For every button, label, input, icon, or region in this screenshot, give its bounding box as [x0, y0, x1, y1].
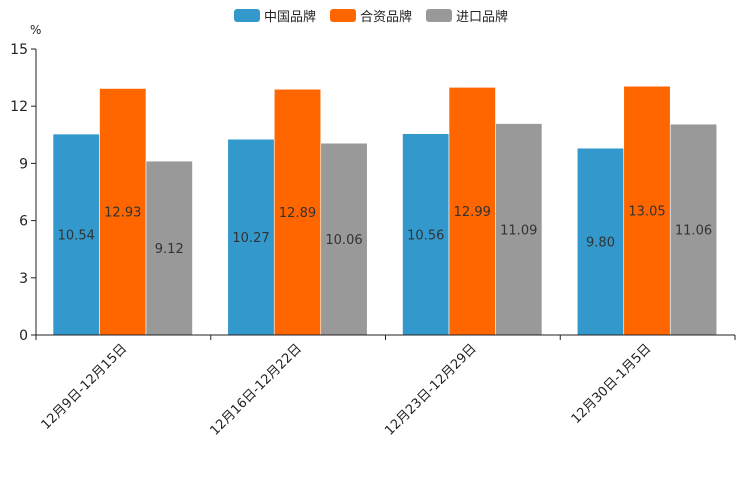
- bar-series1-cat2: [227, 138, 275, 336]
- data-label-series3-cat3: 11.09: [500, 223, 537, 238]
- bar-series3-cat2: [320, 142, 368, 336]
- data-label-series3-cat4: 11.06: [675, 224, 712, 239]
- y-tick-label: 12: [10, 99, 28, 115]
- y-tick-label: 3: [19, 271, 28, 287]
- data-label-series1-cat2: 10.27: [232, 231, 269, 246]
- x-tick-label-1: 12月9日-12月15日: [39, 341, 131, 433]
- data-label-series1-cat4: 9.80: [586, 236, 615, 251]
- bar-series1-cat3: [402, 133, 450, 336]
- data-label-series1-cat3: 10.56: [407, 228, 444, 243]
- bar-series2-cat2: [273, 88, 322, 336]
- legend-swatch-2: [330, 9, 356, 22]
- legend-label-1: 中国品牌: [264, 9, 316, 25]
- x-tick-label-3: 12月23日-12月29日: [382, 341, 479, 438]
- y-axis-unit: %: [30, 23, 41, 37]
- data-labels: 10.54 12.93 9.12 10.27 12.89 10.06 10.56 12.99 1…: [58, 205, 712, 257]
- y-tick-label: 6: [19, 214, 28, 230]
- legend-swatch-3: [426, 9, 452, 22]
- legend-label-3: 进口品牌: [456, 9, 508, 25]
- y-tick-label: 0: [19, 328, 28, 344]
- bar-series2-cat4: [623, 85, 671, 336]
- x-tick-label-4: 12月30日-1月5日: [569, 341, 655, 427]
- data-label-series3-cat2: 10.06: [325, 233, 362, 248]
- data-label-series2-cat1: 12.93: [104, 206, 141, 221]
- data-label-series2-cat3: 12.99: [454, 205, 491, 220]
- x-tick-label-2: 12月16日-12月22日: [207, 341, 304, 438]
- bar-series2-cat3: [448, 87, 496, 336]
- bar-series3-cat1: [145, 160, 193, 336]
- x-axis: 12月9日-12月15日 12月16日-12月22日 12月23日-12月29日 12…: [35, 334, 736, 439]
- y-axis: 0 3 6 9 12 15: [10, 42, 37, 344]
- data-label-series2-cat2: 12.89: [279, 206, 316, 221]
- bar-series2-cat1: [99, 88, 147, 336]
- data-label-series3-cat1: 9.12: [155, 242, 184, 257]
- bar-series3-cat3: [495, 123, 543, 336]
- bar-series3-cat4: [669, 123, 718, 336]
- legend-label-2: 合资品牌: [360, 9, 412, 25]
- y-tick-label: 9: [19, 156, 28, 172]
- bars: [52, 85, 718, 336]
- data-label-series2-cat4: 13.05: [628, 205, 665, 220]
- y-tick-label: 15: [10, 42, 28, 58]
- data-label-series1-cat1: 10.54: [58, 229, 95, 244]
- legend: 中国品牌 合资品牌 进口品牌: [234, 9, 508, 25]
- legend-swatch-1: [234, 9, 260, 22]
- bar-series1-cat4: [576, 147, 625, 336]
